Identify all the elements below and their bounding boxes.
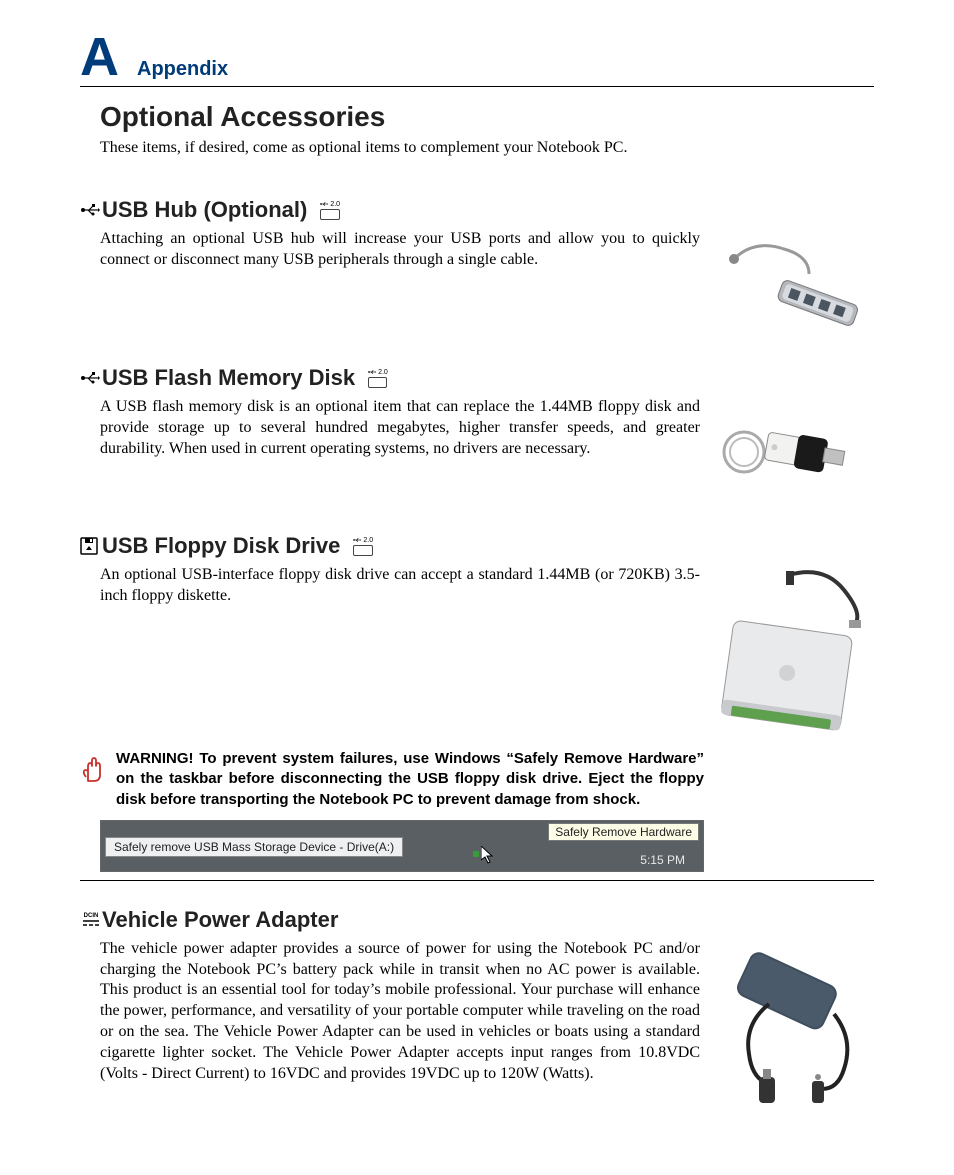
tray-time: 5:15 PM — [640, 853, 685, 867]
vehicle-body: The vehicle power adapter provides a sou… — [100, 939, 700, 1085]
tray-device-icon — [473, 851, 479, 857]
section-usb-flash: USB Flash Memory Disk 2.0 A USB flash me… — [80, 365, 874, 507]
usb-hub-body: Attaching an optional USB hub will incre… — [100, 229, 700, 271]
dcin-icon: DCIN — [80, 913, 102, 927]
cursor-icon — [481, 846, 495, 869]
usb-flash-body: A USB flash memory disk is an optional i… — [100, 397, 700, 459]
usb-hub-heading: USB Hub (Optional) — [102, 197, 307, 223]
floppy-icon — [80, 537, 102, 555]
vehicle-adapter-image — [714, 939, 874, 1109]
usb-floppy-heading: USB Floppy Disk Drive — [102, 533, 340, 559]
usb-2-badge-icon: 2.0 — [352, 537, 373, 556]
usb-flash-heading: USB Flash Memory Disk — [102, 365, 355, 391]
usb-2-badge-icon: 2.0 — [319, 201, 340, 220]
section-vehicle-adapter: DCIN Vehicle Power Adapter The vehicle p… — [80, 907, 874, 1109]
warning-block: WARNING! To prevent system failures, use… — [80, 749, 874, 810]
tray-tooltip: Safely Remove Hardware — [548, 823, 699, 841]
vehicle-heading: Vehicle Power Adapter — [102, 907, 338, 933]
usb-hub-image — [714, 229, 874, 339]
appendix-label: Appendix — [137, 58, 228, 81]
appendix-letter: A — [80, 30, 119, 84]
warning-hand-icon — [80, 753, 106, 788]
usb-2-badge-icon: 2.0 — [367, 369, 388, 388]
tray-popup: Safely remove USB Mass Storage Device - … — [105, 837, 403, 857]
usb-icon — [80, 371, 102, 385]
warning-text: WARNING! To prevent system failures, use… — [116, 749, 874, 810]
section-usb-floppy: USB Floppy Disk Drive 2.0 An optional US… — [80, 533, 874, 881]
usb-flash-image — [714, 397, 874, 507]
usb-icon — [80, 203, 102, 217]
section-usb-hub: USB Hub (Optional) 2.0 Attaching an opti… — [80, 197, 874, 339]
usb-floppy-image — [714, 565, 874, 735]
usb-floppy-body: An optional USB-interface floppy disk dr… — [100, 565, 700, 607]
appendix-header: A Appendix — [80, 30, 874, 87]
system-tray-screenshot: Safely Remove Hardware Safely remove USB… — [100, 820, 704, 872]
page-title: Optional Accessories — [100, 101, 874, 133]
section-divider — [80, 880, 874, 881]
intro-text: These items, if desired, come as optiona… — [100, 139, 874, 157]
